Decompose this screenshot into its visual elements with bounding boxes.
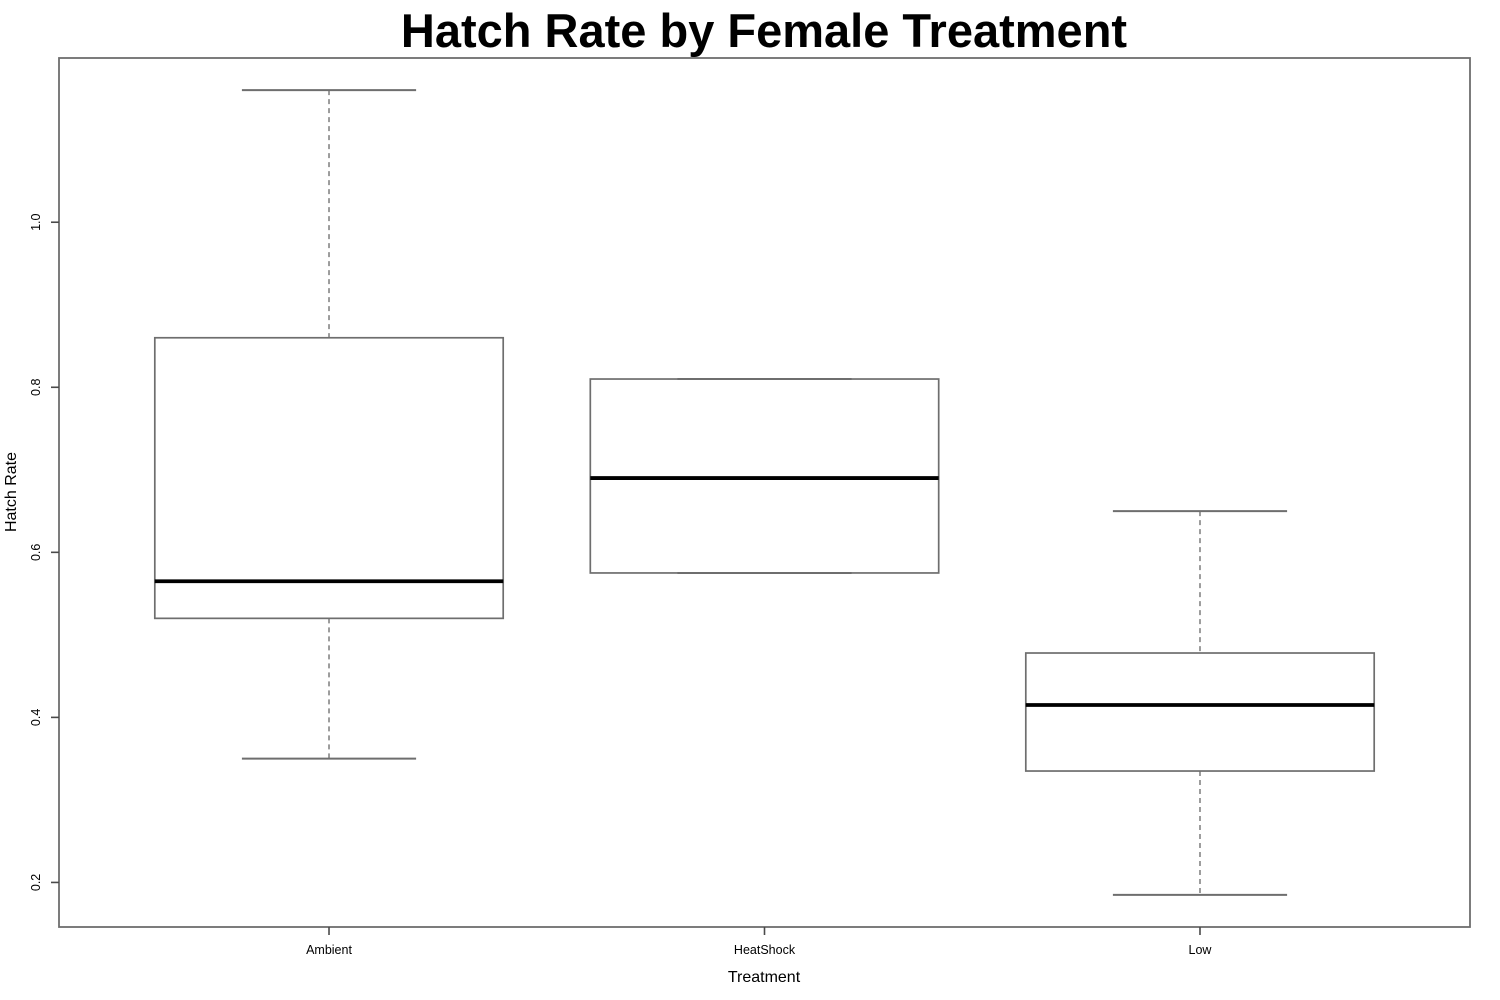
plot-area-border [58,57,1471,928]
y-tick-label: 0.2 [29,874,43,891]
y-axis-label: Hatch Rate [3,452,20,532]
x-category-label: HeatShock [734,943,796,957]
y-tick-label: 0.8 [29,379,43,396]
box-iqr [153,336,505,620]
box-iqr [1024,652,1376,772]
x-axis-label: Treatment [728,969,801,986]
y-tick-label: 1.0 [29,213,43,230]
box-iqr [589,378,940,574]
x-category-label: Low [1189,943,1213,957]
y-tick-label: 0.6 [29,544,43,561]
x-category-label: Ambient [306,943,352,957]
chart-title: Hatch Rate by Female Treatment [401,4,1127,57]
y-tick-label: 0.4 [29,709,43,726]
plot-content: 0.2 0.4 0.6 0.8 1.0 Ambient HeatShock Low [29,89,1376,957]
